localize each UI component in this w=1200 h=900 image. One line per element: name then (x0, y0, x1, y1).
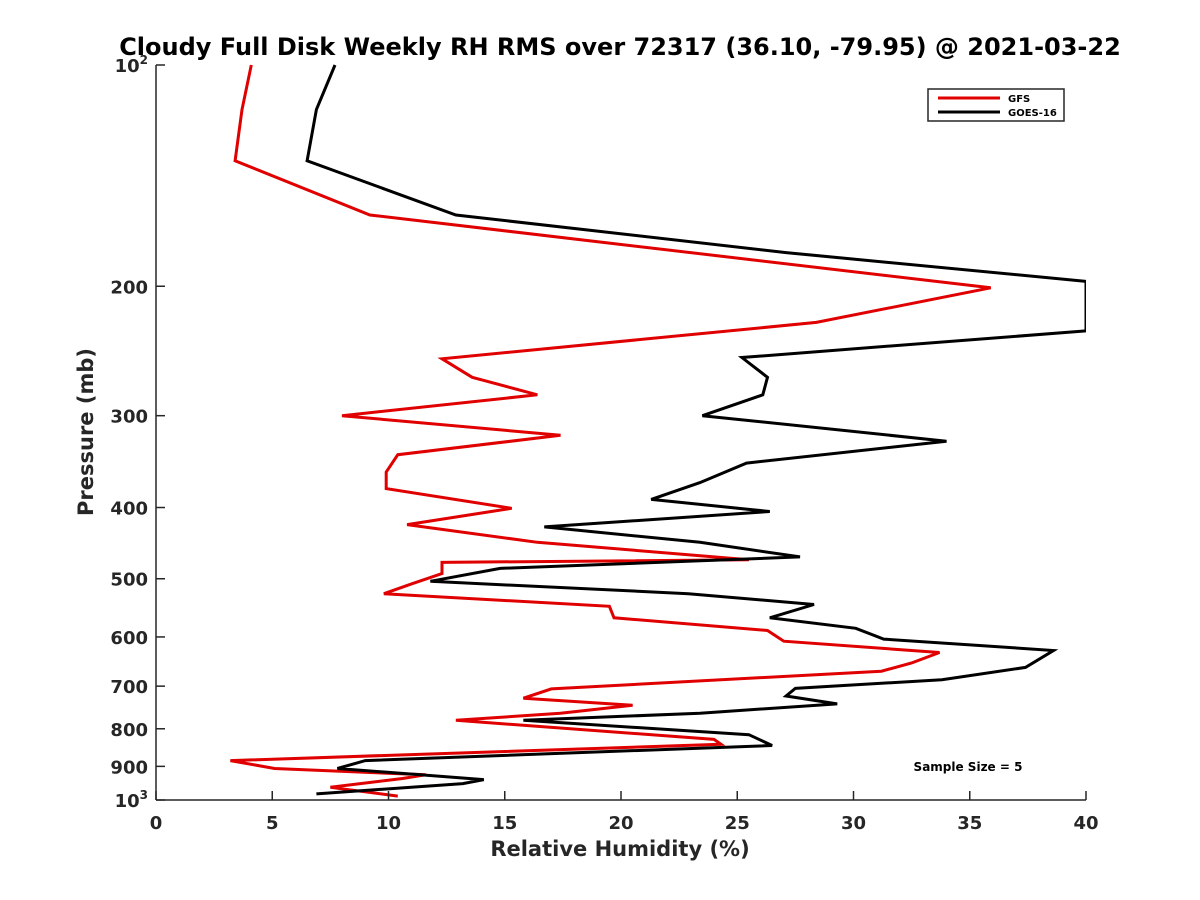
x-tick-label: 15 (492, 813, 517, 834)
x-axis-label: Relative Humidity (%) (490, 837, 749, 861)
x-tick-label: 10 (376, 813, 401, 834)
y-tick-label: 300 (110, 407, 148, 428)
sample-size-annotation: Sample Size = 5 (914, 760, 1023, 774)
y-tick-label: 500 (110, 570, 148, 591)
y-tick-label: 600 (110, 628, 148, 649)
y-axis-label: Pressure (mb) (74, 348, 98, 516)
x-tick-label: 35 (957, 813, 982, 834)
y-ticks: 102 200 300 400 500 600 700 800 900 103 (110, 53, 165, 812)
chart-title: Cloudy Full Disk Weekly RH RMS over 7231… (119, 33, 1121, 61)
y-tick-label: 102 (115, 53, 148, 77)
legend-label: GOES-16 (1008, 108, 1057, 119)
y-tick-label: 103 (115, 788, 148, 812)
x-tick-label: 0 (150, 813, 163, 834)
y-tick-label: 900 (110, 757, 148, 778)
x-tick-label: 5 (266, 813, 279, 834)
x-tick-label: 30 (841, 813, 866, 834)
x-tick-label: 20 (608, 813, 633, 834)
y-tick-label: 700 (110, 677, 148, 698)
y-tick-label: 200 (110, 277, 148, 298)
legend-box (927, 88, 1065, 122)
legend: GFS GOES-16 (927, 88, 1065, 122)
y-tick-label: 400 (110, 499, 148, 520)
plot-lines (230, 64, 1086, 798)
x-tick-label: 40 (1073, 813, 1098, 834)
legend-label: GFS (1008, 94, 1030, 105)
y-tick-label: 800 (110, 720, 148, 741)
x-ticks: 0 5 10 15 20 25 30 35 40 (150, 791, 1099, 834)
x-tick-label: 25 (725, 813, 750, 834)
series-line-goes-16 (305, 64, 1086, 796)
series-line-gfs (230, 64, 991, 798)
